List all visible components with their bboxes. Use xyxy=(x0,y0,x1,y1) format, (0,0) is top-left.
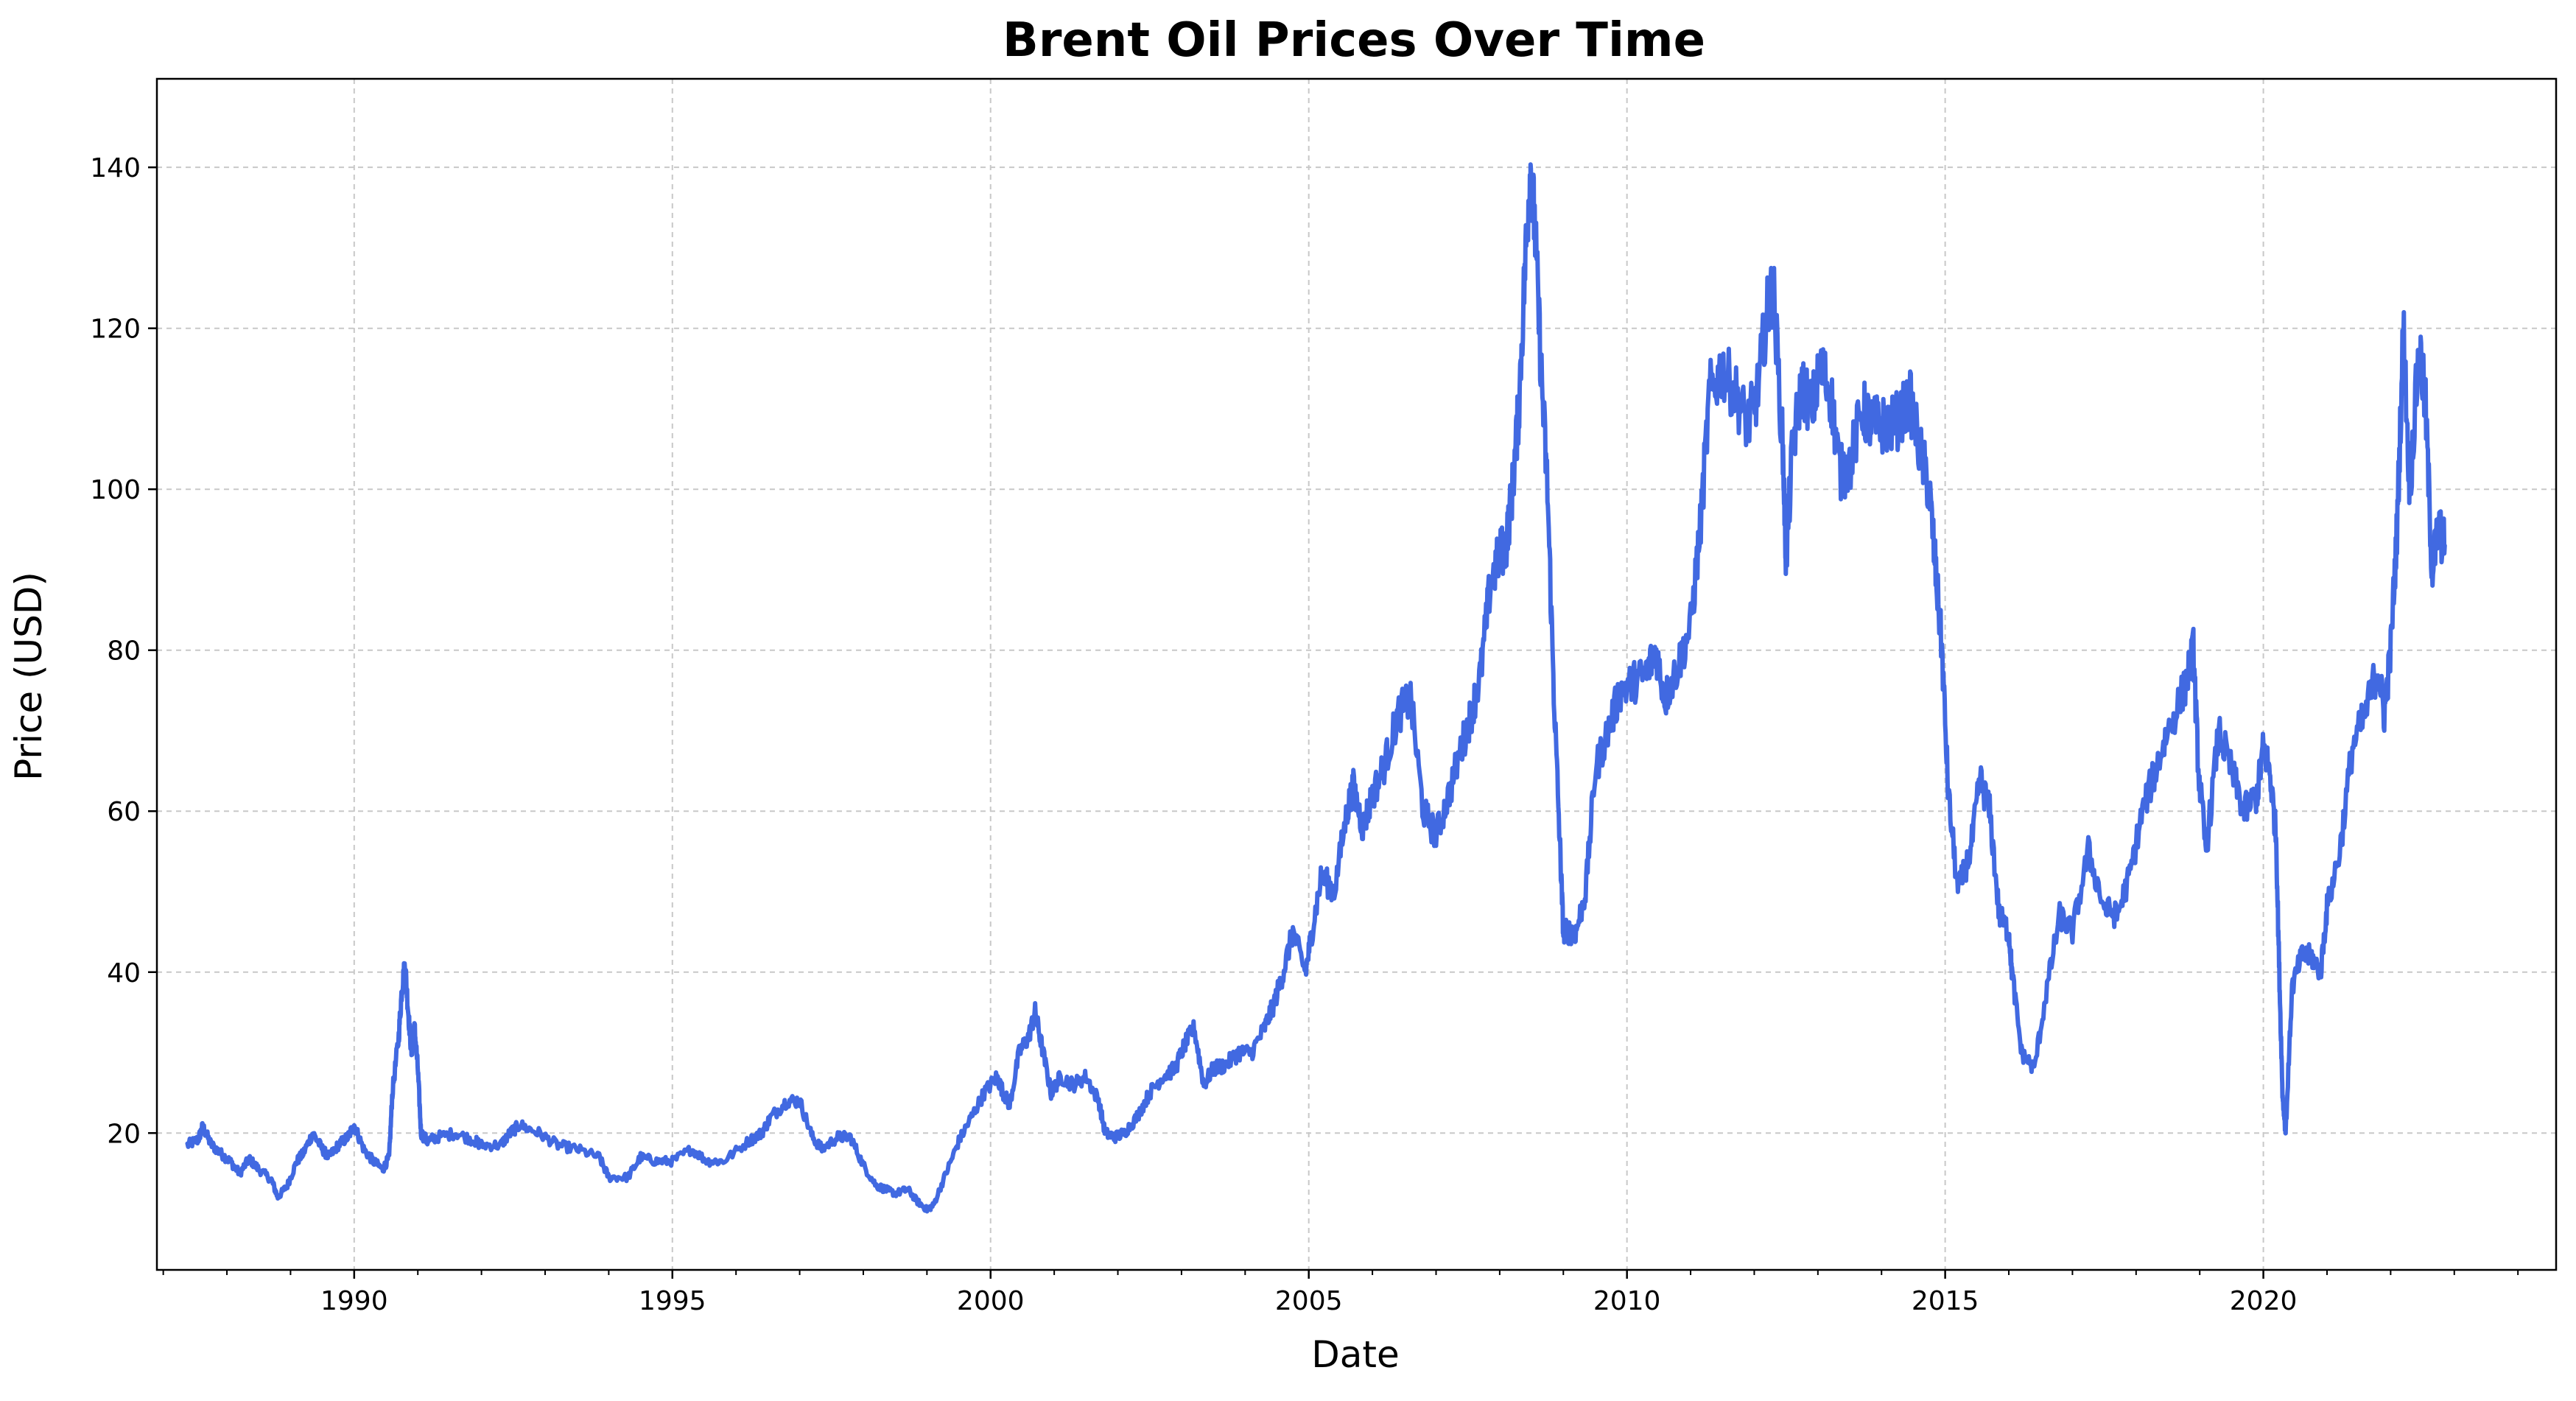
axes: 20 40 60 80 100 120 140 1990 1995 2000 2005 2010 201… xyxy=(90,153,2519,1316)
x-tick-label: 2015 xyxy=(1912,1286,1979,1316)
y-tick-label: 40 xyxy=(107,958,141,989)
x-axis-label: Date xyxy=(1311,1333,1400,1376)
y-axis-label: Price (USD) xyxy=(7,572,50,781)
y-tick-label: 60 xyxy=(107,797,141,827)
series-layer xyxy=(185,162,2447,1214)
chart-title: Brent Oil Prices Over Time xyxy=(1003,13,1705,68)
plot-area-frame xyxy=(155,77,2558,1271)
y-tick-label: 120 xyxy=(90,315,141,345)
x-tick-label: 2010 xyxy=(1593,1286,1661,1316)
x-tick-label: 2005 xyxy=(1275,1286,1343,1316)
y-tick-label: 80 xyxy=(107,636,141,667)
x-tick-label: 1990 xyxy=(320,1286,388,1316)
y-tick-label: 140 xyxy=(90,153,141,183)
y-tick-label: 100 xyxy=(90,475,141,505)
price-series-line xyxy=(185,162,2447,1214)
x-tick-label: 2000 xyxy=(957,1286,1025,1316)
x-tick-label: 1995 xyxy=(639,1286,706,1316)
y-tick-label: 20 xyxy=(107,1119,141,1149)
x-tick-label: 2020 xyxy=(2230,1286,2298,1316)
